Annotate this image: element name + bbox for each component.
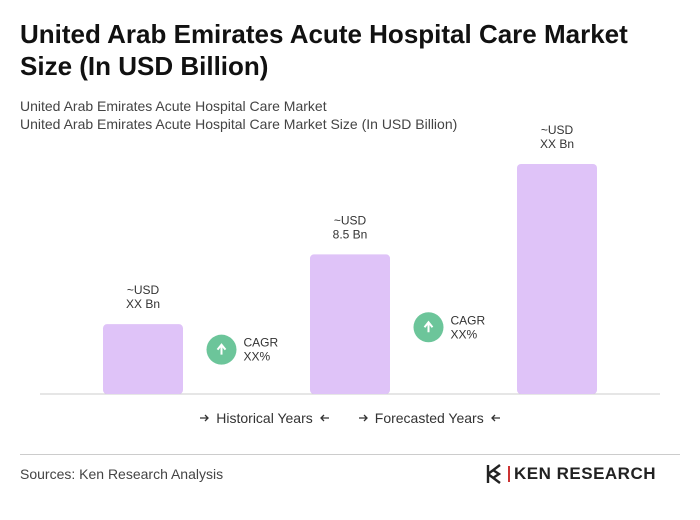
bar: [103, 324, 183, 394]
subtitle: United Arab Emirates Acute Hospital Care…: [20, 116, 458, 132]
bar: [310, 254, 390, 394]
legend: Historical Years Forecasted Years: [0, 410, 700, 426]
legend-item: Historical Years: [200, 410, 329, 426]
arrow: [319, 414, 329, 422]
logo: KEN RESEARCH: [486, 464, 656, 484]
subtitle: United Arab Emirates Acute Hospital Care…: [20, 98, 327, 114]
cagr-value: XX%: [244, 350, 271, 364]
legend-label: Historical Years: [216, 410, 313, 426]
source: Sources: Ken Research Analysis: [20, 466, 224, 482]
bar: [517, 164, 597, 394]
logo-divider: [508, 466, 510, 482]
cagr-label: CAGR: [451, 313, 486, 327]
chart: ~USD XX Bn~USD 8.5 Bn~USD XX BnCAGRXX%CAGRX…: [40, 123, 660, 395]
arrow: [200, 414, 210, 422]
legend-label: Forecasted Years: [374, 410, 484, 426]
divider: [20, 454, 680, 455]
logo-text: KEN RESEARCH: [514, 464, 657, 483]
value-label: ~USD XX Bn: [126, 283, 160, 311]
arrow: [490, 414, 500, 422]
value-label: ~USD XX Bn: [540, 123, 574, 151]
legend-item: Forecasted Years: [358, 410, 500, 426]
cagr-value: XX%: [451, 327, 478, 341]
cagr-arrow: [216, 343, 227, 355]
cagr-arrow: [423, 320, 434, 333]
title: United Arab Emirates Acute Hospital Care…: [20, 19, 628, 81]
value-label: ~USD 8.5 Bn: [333, 213, 368, 241]
arrow: [358, 414, 368, 422]
cagr-label: CAGR: [244, 336, 279, 350]
logo-icon: [486, 464, 502, 484]
